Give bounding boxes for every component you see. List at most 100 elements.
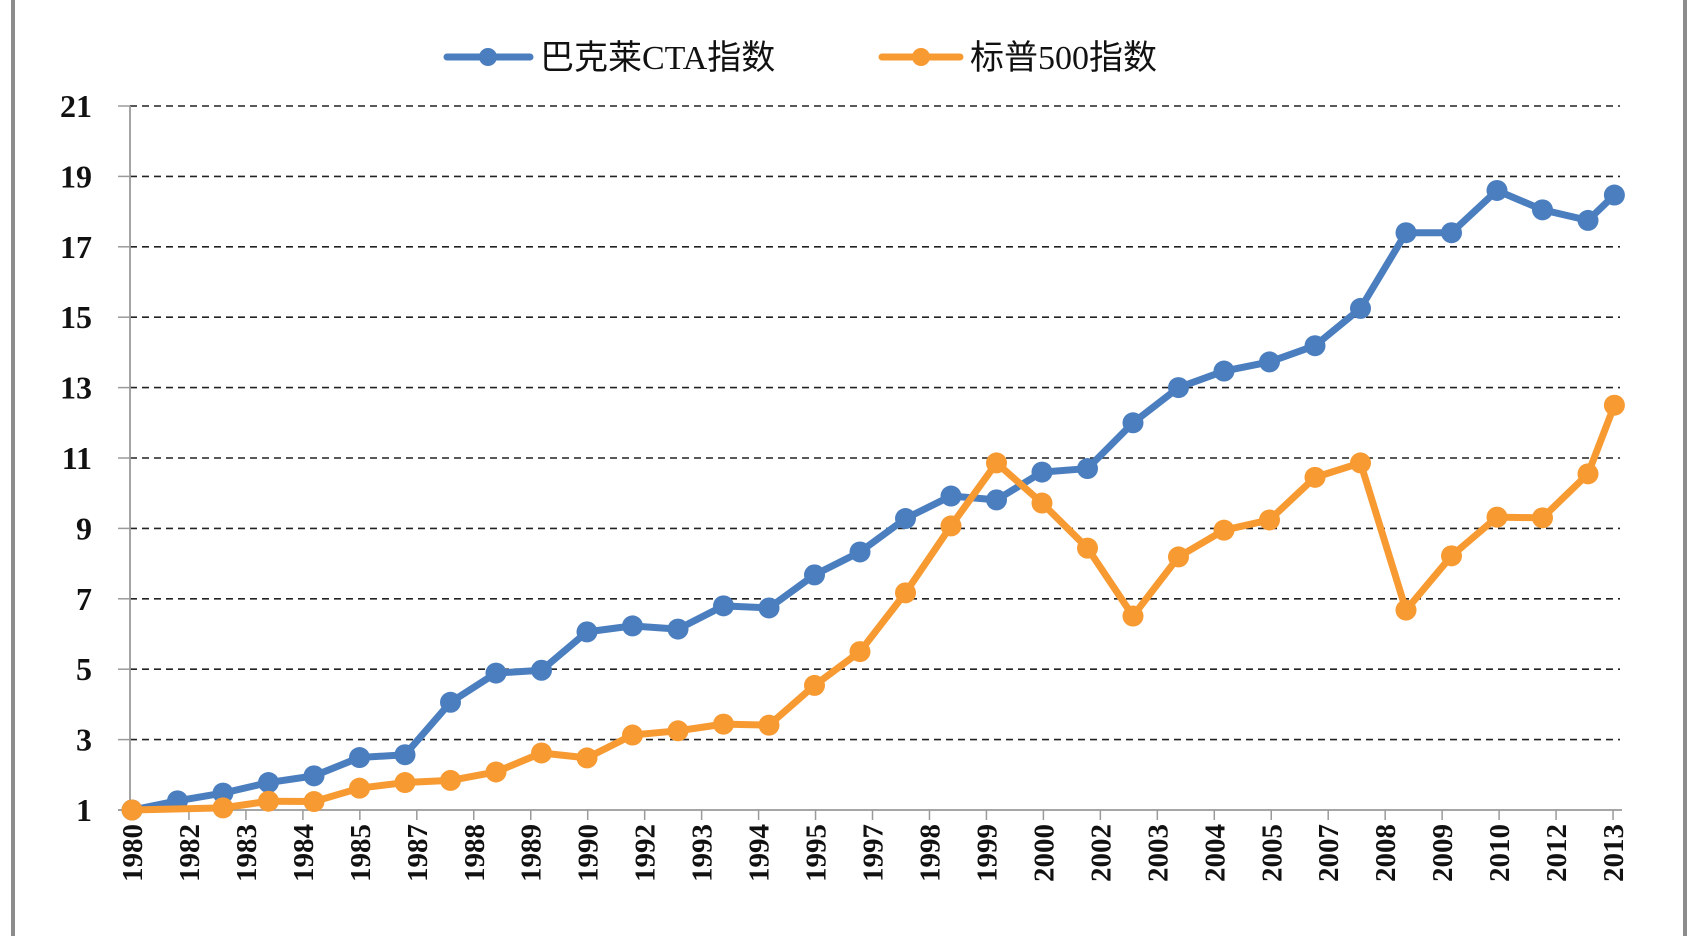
data-point[interactable]	[440, 691, 461, 713]
x-tick-label: 2012	[1541, 824, 1573, 882]
data-point[interactable]	[1441, 222, 1462, 244]
y-tick-label: 13	[60, 370, 92, 406]
x-tick-label: 1998	[914, 824, 946, 882]
data-point[interactable]	[1304, 466, 1326, 488]
y-tick-label: 19	[60, 158, 92, 194]
data-point[interactable]	[1532, 507, 1553, 529]
data-point[interactable]	[849, 541, 871, 563]
data-point[interactable]	[1259, 351, 1280, 373]
data-point[interactable]	[667, 618, 689, 640]
data-point[interactable]	[1077, 537, 1098, 559]
data-point[interactable]	[258, 772, 279, 794]
data-point[interactable]	[849, 641, 871, 663]
x-tick-label: 1983	[231, 824, 263, 882]
data-point[interactable]	[940, 485, 962, 507]
data-point[interactable]	[303, 765, 325, 787]
data-point[interactable]	[1122, 412, 1144, 434]
data-point[interactable]	[622, 724, 643, 746]
series-line	[128, 186, 1618, 814]
legend-item-sp500[interactable]: 标普500指数	[878, 39, 1157, 77]
data-point[interactable]	[1532, 199, 1553, 221]
x-tick-label: 1992	[630, 824, 662, 882]
data-point[interactable]	[531, 742, 552, 764]
data-point[interactable]	[531, 659, 552, 681]
x-tick-label: 1982	[174, 824, 206, 882]
data-point[interactable]	[440, 769, 461, 791]
data-point[interactable]	[1122, 605, 1144, 627]
data-point[interactable]	[212, 782, 234, 804]
data-point[interactable]	[1304, 335, 1326, 357]
data-point[interactable]	[394, 772, 416, 794]
data-point[interactable]	[986, 452, 1007, 474]
data-point[interactable]	[485, 662, 507, 684]
x-tick-label: 1987	[402, 824, 434, 882]
data-point[interactable]	[622, 615, 643, 637]
data-point[interactable]	[1395, 599, 1417, 621]
x-tick-label: 1993	[687, 824, 719, 882]
data-point[interactable]	[1486, 506, 1508, 528]
data-point[interactable]	[1603, 184, 1625, 206]
x-tick-label: 1990	[573, 824, 605, 882]
data-point[interactable]	[258, 790, 279, 812]
data-point[interactable]	[667, 720, 689, 742]
x-tick-label: 1994	[744, 824, 776, 882]
data-point[interactable]	[212, 797, 234, 819]
data-point[interactable]	[349, 747, 370, 769]
data-point[interactable]	[349, 777, 370, 799]
data-point[interactable]	[713, 713, 734, 735]
data-point[interactable]	[1077, 458, 1098, 480]
x-tick-label: 2013	[1598, 824, 1630, 882]
data-point[interactable]	[1441, 545, 1462, 567]
data-point[interactable]	[986, 489, 1007, 511]
y-tick-label: 9	[76, 510, 92, 546]
data-point[interactable]	[758, 597, 780, 619]
frame-border-right	[1683, 0, 1687, 936]
x-tick-label: 2010	[1484, 824, 1516, 882]
data-point[interactable]	[1350, 297, 1371, 319]
x-tick-label: 1980	[117, 824, 149, 882]
x-tick-label: 1999	[971, 824, 1003, 882]
y-tick-label: 1	[76, 792, 92, 828]
data-point[interactable]	[1577, 209, 1599, 231]
y-tick-label: 11	[62, 440, 92, 476]
data-point[interactable]	[804, 564, 825, 586]
data-point[interactable]	[895, 508, 916, 530]
data-point[interactable]	[485, 761, 507, 783]
data-point[interactable]	[940, 515, 962, 537]
data-point[interactable]	[121, 799, 143, 821]
legend-marker-sp500	[912, 48, 930, 66]
data-point[interactable]	[1603, 394, 1625, 416]
data-point[interactable]	[576, 621, 598, 643]
x-tick-label: 2005	[1256, 824, 1288, 882]
x-tick-label: 1984	[288, 824, 320, 882]
data-point[interactable]	[1395, 222, 1417, 244]
data-point[interactable]	[1168, 546, 1189, 568]
data-point[interactable]	[576, 747, 598, 769]
data-point[interactable]	[1213, 360, 1235, 382]
data-point[interactable]	[758, 714, 780, 736]
data-point[interactable]	[1486, 179, 1508, 201]
data-point[interactable]	[303, 791, 325, 813]
x-tick-label: 2003	[1142, 824, 1174, 882]
data-point[interactable]	[895, 582, 916, 604]
data-point[interactable]	[1031, 461, 1053, 483]
data-point[interactable]	[1213, 519, 1235, 541]
data-point[interactable]	[713, 595, 734, 617]
x-tick-label: 2000	[1028, 824, 1060, 882]
data-point[interactable]	[1031, 492, 1053, 514]
data-point[interactable]	[1168, 377, 1189, 399]
legend-label-cta: 巴克莱CTA指数	[540, 39, 775, 77]
x-tick-label: 2004	[1199, 824, 1231, 882]
data-point[interactable]	[804, 674, 825, 696]
x-tick-label: 2002	[1085, 824, 1117, 882]
x-tick-label: 1985	[345, 824, 377, 882]
data-point[interactable]	[394, 744, 416, 766]
data-point[interactable]	[1259, 509, 1280, 531]
legend-item-cta[interactable]: 巴克莱CTA指数	[443, 39, 775, 77]
data-point[interactable]	[1350, 452, 1371, 474]
data-point[interactable]	[1577, 463, 1599, 485]
x-tick-label: 1988	[459, 824, 491, 882]
